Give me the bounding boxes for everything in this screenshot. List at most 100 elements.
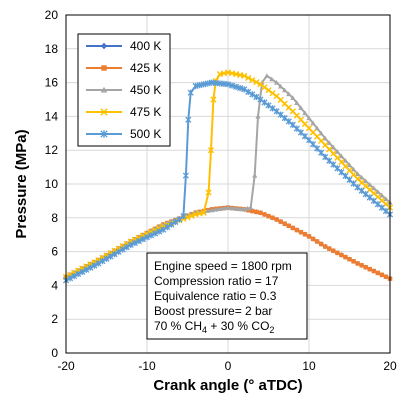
data-point bbox=[265, 87, 272, 94]
data-point bbox=[241, 72, 248, 79]
data-point bbox=[83, 266, 90, 273]
data-point bbox=[281, 114, 288, 122]
data-point bbox=[294, 100, 300, 105]
data-point bbox=[188, 212, 195, 219]
legend-label: 500 K bbox=[130, 127, 161, 141]
data-point bbox=[249, 76, 256, 84]
data-point bbox=[278, 219, 283, 224]
data-point bbox=[306, 115, 312, 121]
data-point bbox=[379, 192, 385, 198]
data-point bbox=[255, 113, 261, 119]
data-point bbox=[249, 91, 256, 98]
data-point bbox=[371, 185, 377, 191]
data-point bbox=[135, 237, 142, 245]
data-point bbox=[359, 174, 365, 180]
data-point bbox=[127, 241, 134, 248]
data-point bbox=[245, 88, 252, 96]
series-layer bbox=[62, 69, 394, 284]
data-point bbox=[339, 252, 344, 258]
data-point bbox=[375, 189, 381, 194]
data-point bbox=[237, 206, 243, 212]
data-point bbox=[330, 144, 336, 150]
data-point bbox=[79, 268, 86, 275]
data-point bbox=[351, 259, 356, 264]
data-point bbox=[366, 194, 373, 201]
data-point bbox=[370, 197, 377, 205]
y-tick-label: 6 bbox=[51, 245, 58, 259]
data-point bbox=[306, 234, 312, 239]
data-point bbox=[302, 232, 308, 237]
data-point bbox=[180, 212, 187, 220]
data-point bbox=[264, 73, 270, 78]
plot-area-frame bbox=[65, 14, 391, 354]
data-point bbox=[362, 191, 369, 198]
legend-label: 400 K bbox=[130, 39, 161, 53]
data-point bbox=[258, 210, 263, 215]
note-boost-pressure: Boost pressure= 2 bar bbox=[154, 304, 272, 318]
data-point bbox=[75, 270, 82, 278]
x-tick-label: -10 bbox=[138, 359, 156, 373]
data-point bbox=[100, 130, 108, 138]
data-point bbox=[371, 268, 377, 274]
data-point bbox=[253, 93, 260, 101]
data-point bbox=[233, 205, 239, 211]
y-tick-label: 20 bbox=[45, 8, 59, 22]
data-point bbox=[310, 120, 316, 126]
data-point bbox=[355, 171, 361, 176]
data-point bbox=[285, 118, 292, 125]
data-point bbox=[207, 147, 215, 154]
data-point bbox=[101, 65, 107, 71]
data-point bbox=[205, 208, 211, 213]
data-point bbox=[277, 111, 284, 118]
legend-label: 450 K bbox=[130, 83, 161, 97]
data-point bbox=[221, 205, 227, 211]
data-point bbox=[274, 217, 279, 222]
data-point bbox=[95, 260, 102, 267]
y-tick-label: 4 bbox=[51, 278, 58, 292]
note-comp-b: + 30 % CO bbox=[207, 319, 269, 333]
data-point bbox=[270, 215, 275, 221]
data-point bbox=[241, 86, 248, 93]
note-engine-speed: Engine speed = 1800 rpm bbox=[154, 259, 292, 273]
data-point bbox=[298, 105, 304, 111]
x-axis-title: Crank angle (° aTDC) bbox=[153, 377, 302, 394]
legend-item: 400 K bbox=[86, 39, 161, 53]
data-point bbox=[257, 81, 264, 88]
data-point bbox=[103, 255, 110, 262]
data-point bbox=[123, 244, 130, 251]
data-point bbox=[143, 234, 151, 241]
data-point bbox=[286, 223, 291, 229]
data-point bbox=[274, 80, 280, 85]
data-point bbox=[253, 79, 260, 86]
data-point bbox=[250, 208, 255, 214]
data-point bbox=[338, 153, 344, 159]
data-point bbox=[363, 178, 369, 184]
data-point bbox=[314, 239, 320, 244]
data-point bbox=[378, 204, 385, 211]
data-point bbox=[66, 275, 74, 282]
data-point bbox=[100, 86, 108, 93]
data-point bbox=[210, 96, 217, 103]
data-point bbox=[327, 246, 332, 251]
data-point bbox=[261, 84, 268, 91]
data-point bbox=[152, 230, 159, 237]
data-point bbox=[342, 157, 349, 163]
data-point bbox=[383, 274, 389, 279]
data-point bbox=[310, 236, 316, 242]
data-point bbox=[346, 162, 353, 168]
data-point bbox=[290, 225, 296, 231]
data-point bbox=[237, 84, 244, 92]
legend-item: 475 K bbox=[86, 105, 161, 119]
data-point bbox=[331, 248, 336, 253]
x-tick-label: -20 bbox=[57, 359, 75, 373]
note-fuel-composition: 70 % CH4 + 30 % CO2 bbox=[154, 319, 274, 335]
conditions-box: Engine speed = 1800 rpm Compression rati… bbox=[146, 252, 308, 340]
data-point bbox=[335, 250, 340, 256]
data-point bbox=[111, 251, 118, 258]
data-point bbox=[100, 108, 108, 116]
data-point bbox=[350, 166, 357, 172]
note-equivalence-ratio: Equivalence ratio = 0.3 bbox=[154, 289, 277, 303]
data-point bbox=[375, 270, 381, 276]
data-point bbox=[248, 205, 254, 210]
